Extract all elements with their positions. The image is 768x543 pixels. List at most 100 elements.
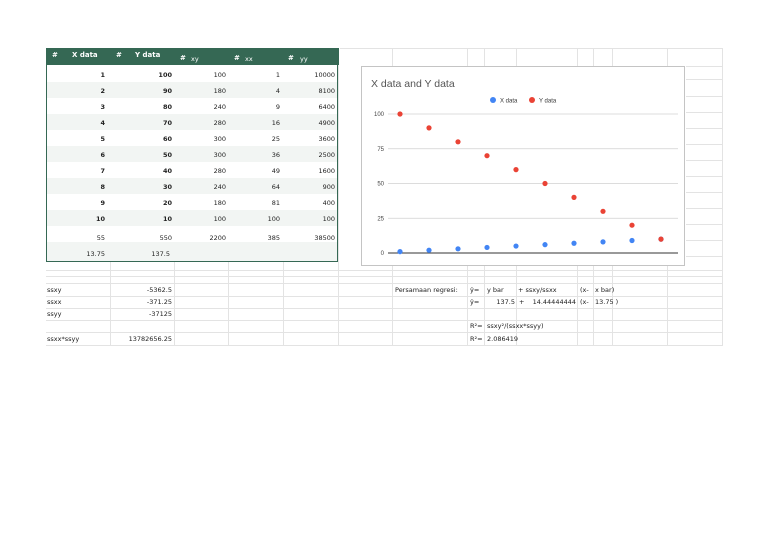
table-cell[interactable]: 100 xyxy=(213,215,226,223)
scatter-chart[interactable]: X data and Y data X data Y data 0 25 50 75 1… xyxy=(361,66,685,266)
point-x-data[interactable] xyxy=(426,247,432,253)
regression-cell[interactable]: y bar xyxy=(487,286,504,294)
point-y-data[interactable] xyxy=(513,167,519,173)
regression-cell[interactable]: (x- xyxy=(580,286,589,294)
point-x-data[interactable] xyxy=(455,246,461,252)
regression-cell[interactable]: 2.086419 xyxy=(487,335,519,343)
stat-value[interactable]: -371.25 xyxy=(146,298,172,306)
stat-label[interactable]: ssyy xyxy=(47,310,62,318)
table-cell[interactable]: 280 xyxy=(213,167,226,175)
point-y-data[interactable] xyxy=(629,222,635,228)
table-cell[interactable]: 400 xyxy=(322,199,335,207)
point-y-data[interactable] xyxy=(455,139,461,145)
table-cell[interactable]: 49 xyxy=(271,167,280,175)
table-cell[interactable]: 300 xyxy=(213,135,226,143)
regression-cell[interactable]: 14.44444444 xyxy=(532,298,576,306)
table-cell[interactable]: 40 xyxy=(162,167,172,175)
table-cell[interactable]: 280 xyxy=(213,119,226,127)
point-x-data[interactable] xyxy=(513,243,519,249)
regression-cell[interactable]: + ssxy/ssxx xyxy=(518,286,557,294)
stat-label[interactable]: ssxy xyxy=(47,286,62,294)
total-cell[interactable]: 2200 xyxy=(209,234,226,242)
table-cell[interactable]: 4 xyxy=(100,119,105,127)
table-cell[interactable]: 2 xyxy=(100,87,105,95)
regression-cell[interactable]: 137.5 xyxy=(496,298,515,306)
point-y-data[interactable] xyxy=(484,153,490,159)
point-y-data[interactable] xyxy=(542,180,548,187)
mean-cell[interactable]: 13.75 xyxy=(86,250,105,258)
point-x-data[interactable] xyxy=(397,249,403,255)
point-x-data[interactable] xyxy=(484,244,490,251)
table-cell[interactable]: 16 xyxy=(271,119,280,127)
regression-cell[interactable]: ssxy²/(ssxx*ssyy) xyxy=(487,322,544,330)
header-xx[interactable]: xx xyxy=(245,55,253,63)
table-cell[interactable]: 3 xyxy=(100,103,105,111)
table-cell[interactable]: 2500 xyxy=(318,151,335,159)
table-cell[interactable]: 30 xyxy=(162,183,172,191)
table-cell[interactable]: 9 xyxy=(100,199,105,207)
total-cell[interactable]: 550 xyxy=(159,234,172,242)
table-cell[interactable]: 8100 xyxy=(318,87,335,95)
table-cell[interactable]: 80 xyxy=(162,103,172,111)
table-cell[interactable]: 70 xyxy=(162,119,172,127)
table-cell[interactable]: 10000 xyxy=(314,71,335,79)
point-y-data[interactable] xyxy=(426,125,432,131)
table-cell[interactable]: 300 xyxy=(213,151,226,159)
table-cell[interactable]: 7 xyxy=(100,167,105,175)
table-cell[interactable]: 240 xyxy=(213,183,226,191)
point-x-data[interactable] xyxy=(629,237,635,244)
table-cell[interactable]: 81 xyxy=(271,199,280,207)
point-y-data[interactable] xyxy=(658,236,664,242)
regression-cell[interactable]: ŷ= xyxy=(470,286,480,294)
table-cell[interactable]: 60 xyxy=(162,135,172,143)
regression-cell[interactable]: (x- xyxy=(580,298,589,306)
table-cell[interactable]: 240 xyxy=(213,103,226,111)
stat-value[interactable]: -5362.5 xyxy=(146,286,172,294)
table-cell[interactable]: 20 xyxy=(162,199,172,207)
point-y-data[interactable] xyxy=(397,111,403,117)
table-cell[interactable]: 6 xyxy=(100,151,105,159)
table-cell[interactable]: 4 xyxy=(275,87,280,95)
table-cell[interactable]: 10 xyxy=(162,215,172,223)
stat-value[interactable]: -37125 xyxy=(148,310,172,318)
table-cell[interactable]: 3600 xyxy=(318,135,335,143)
header-x-data[interactable]: X data xyxy=(72,51,98,59)
table-cell[interactable]: 5 xyxy=(100,135,105,143)
mean-cell[interactable]: 137.5 xyxy=(151,250,170,258)
table-cell[interactable]: 180 xyxy=(213,87,226,95)
table-cell[interactable]: 900 xyxy=(322,183,335,191)
regression-cell[interactable]: 13.75 ) xyxy=(595,298,619,306)
stat-label[interactable]: ssxx*ssyy xyxy=(47,335,80,343)
table-cell[interactable]: 100 xyxy=(158,71,172,79)
regression-cell[interactable]: ŷ= xyxy=(470,298,480,306)
regression-cell[interactable]: R²= xyxy=(470,335,483,343)
regression-cell[interactable]: R²= xyxy=(470,322,483,330)
point-x-data[interactable] xyxy=(571,240,577,246)
header-yy[interactable]: yy xyxy=(300,55,308,63)
table-cell[interactable]: 25 xyxy=(271,135,280,143)
header-xy[interactable]: xy xyxy=(191,55,199,63)
point-x-data[interactable] xyxy=(542,242,548,248)
table-cell[interactable]: 8 xyxy=(100,183,105,191)
table-cell[interactable]: 100 xyxy=(213,71,226,79)
table-cell[interactable]: 1 xyxy=(100,71,105,79)
regression-label[interactable]: Persamaan regresi: xyxy=(395,286,458,294)
table-cell[interactable]: 4900 xyxy=(318,119,335,127)
point-x-data[interactable] xyxy=(600,239,606,245)
total-cell[interactable]: 55 xyxy=(96,234,105,242)
header-y-data[interactable]: Y data xyxy=(135,51,161,59)
stat-label[interactable]: ssxx xyxy=(47,298,62,306)
table-cell[interactable]: 50 xyxy=(162,151,172,159)
table-cell[interactable]: 10 xyxy=(95,215,105,223)
table-cell[interactable]: 180 xyxy=(213,199,226,207)
table-cell[interactable]: 1 xyxy=(275,71,280,79)
table-cell[interactable]: 6400 xyxy=(318,103,335,111)
table-cell[interactable]: 100 xyxy=(267,215,280,223)
regression-cell[interactable]: + xyxy=(519,298,525,306)
total-cell[interactable]: 385 xyxy=(267,234,280,242)
table-cell[interactable]: 90 xyxy=(162,87,172,95)
stat-value[interactable]: 13782656.25 xyxy=(128,335,172,343)
table-cell[interactable]: 9 xyxy=(275,103,280,111)
point-y-data[interactable] xyxy=(571,194,577,200)
table-cell[interactable]: 1600 xyxy=(318,167,335,175)
